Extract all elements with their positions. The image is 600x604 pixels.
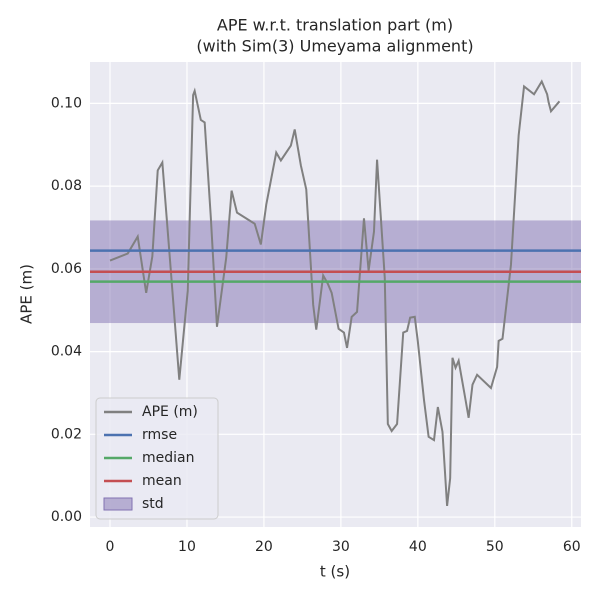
legend: [95, 397, 219, 520]
chart-subtitle: (with Sim(3) Umeyama alignment): [196, 37, 473, 56]
x-axis-label: t (s): [320, 563, 350, 581]
legend-label: rmse: [142, 427, 177, 443]
y-tick-label: 0.10: [51, 95, 82, 111]
legend-label: mean: [142, 473, 182, 489]
y-tick-label: 0.06: [51, 261, 82, 277]
legend-swatch: [103, 497, 133, 511]
x-tick-label: 20: [255, 539, 273, 555]
chart-title: APE w.r.t. translation part (m): [217, 16, 453, 35]
y-tick-label: 0.02: [51, 426, 82, 442]
y-tick-label: 0.00: [51, 509, 82, 525]
x-tick-label: 10: [178, 539, 196, 555]
x-tick-label: 50: [486, 539, 504, 555]
legend-label: std: [142, 496, 164, 512]
x-tick-label: 0: [106, 539, 115, 555]
x-tick-label: 60: [563, 539, 581, 555]
data-line: [109, 79, 561, 507]
y-tick-label: 0.04: [51, 344, 82, 360]
y-axis-label: APE (m): [18, 264, 36, 324]
x-tick-label: 30: [332, 539, 350, 555]
legend-label: median: [142, 450, 194, 466]
y-tick-label: 0.08: [51, 178, 82, 194]
x-tick-label: 40: [409, 539, 427, 555]
legend-label: APE (m): [142, 404, 198, 420]
